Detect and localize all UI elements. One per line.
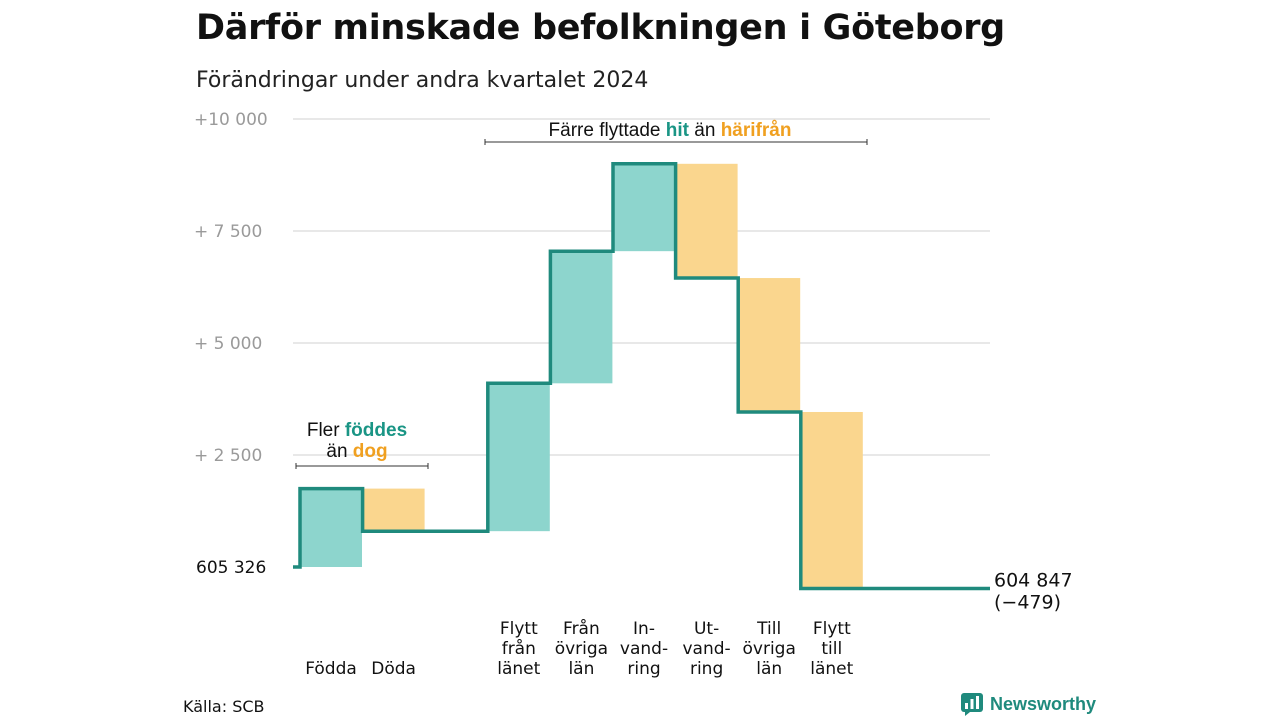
outflow-bar [800,411,863,589]
annotation-part: än [689,120,721,141]
category-label: Till [756,619,781,639]
annotation-part: än [326,441,352,462]
category-label: Från [563,618,600,639]
y-tick-label: + 2 500 [194,446,262,466]
category-label: till [821,639,842,659]
outflow-bar [738,278,801,412]
y-tick-label: +10 000 [194,110,268,130]
y-tick-label: + 5 000 [194,334,262,354]
annotation-part: Fler [307,420,345,441]
category-label: län [756,659,782,679]
inflow-bar [487,383,550,532]
chart-title: Därför minskade befolkningen i Göteborg [196,8,1005,48]
category-label: län [568,659,594,679]
inflow-bar [550,251,613,384]
births-annotation: än dog [326,441,387,462]
y-tick-label: 605 326 [196,558,266,578]
moves-annotation: Färre flyttade hit än härifrån [549,120,792,141]
category-label: vand- [620,639,668,659]
y-tick-label: + 7 500 [194,222,262,242]
newsworthy-logo-icon [961,693,983,716]
outflow-bar [362,488,425,532]
category-label: länet [497,659,540,679]
category-label: från [502,638,536,659]
end-value-label: 604 847 [994,569,1073,591]
births-annotation: Fler föddes [307,420,407,441]
inflow-bar [613,163,675,252]
category-label: Döda [371,659,416,679]
category-label: övriga [743,639,796,659]
category-label: In- [633,619,655,639]
category-label: ring [690,659,723,679]
category-label: Ut- [694,619,719,639]
category-label: Flytt [500,619,538,639]
annotation-part: föddes [345,420,407,441]
annotation-part: dog [353,441,388,462]
annotation-part: hit [666,120,690,141]
outflow-bar [675,163,738,279]
annotation-part: härifrån [721,120,792,141]
end-change-label: (−479) [994,591,1061,613]
category-label: ring [627,659,660,679]
source-note: Källa: SCB [183,697,265,716]
category-label: Flytt [813,619,851,639]
annotation-part: Färre flyttade [549,120,666,141]
brand-name: Newsworthy [990,693,1097,714]
category-label: Födda [305,659,357,679]
brand-logo: Newsworthy [960,692,1096,716]
cumulative-step-line [293,162,990,591]
category-label: länet [810,659,853,679]
chart-subtitle: Förändringar under andra kvartalet 2024 [196,68,649,93]
category-label: vand- [683,639,731,659]
category-label: övriga [555,639,608,659]
inflow-bar [300,488,362,567]
